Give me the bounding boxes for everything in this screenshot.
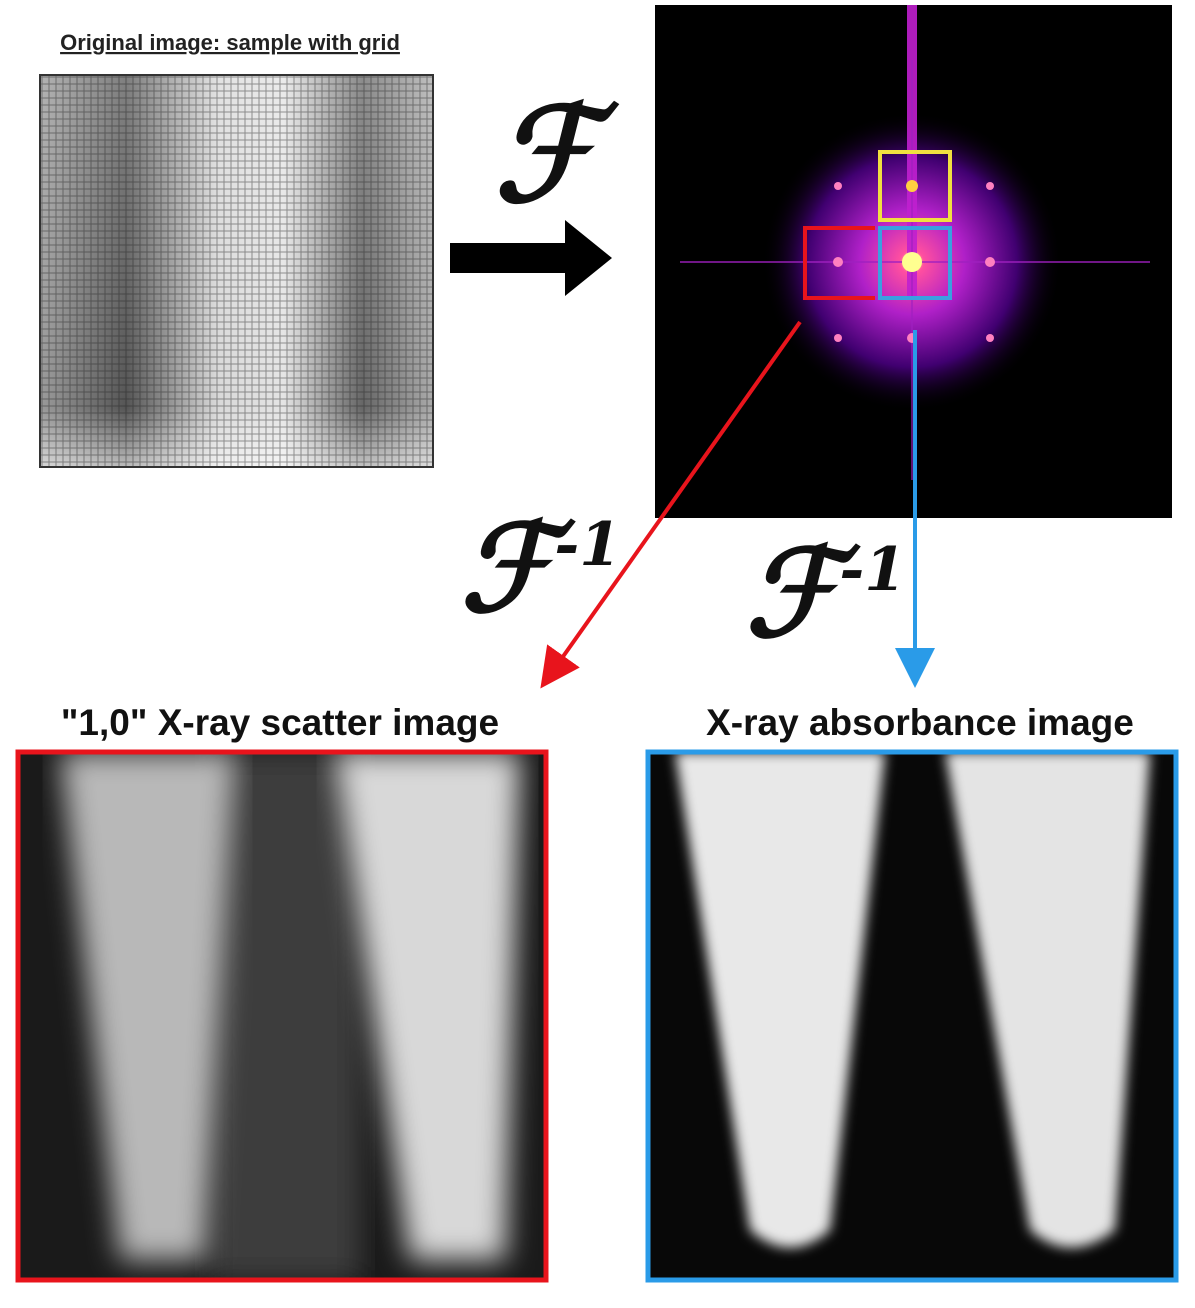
superscript: -1 <box>554 510 621 580</box>
original-image <box>40 75 433 467</box>
superscript: -1 <box>839 535 906 605</box>
scatter-title: "1,0" X-ray scatter image <box>61 702 499 743</box>
diagram: Original image: sample with grid ℱ ℱ-1 ℱ… <box>0 0 1195 1308</box>
original-title: Original image: sample with grid <box>60 30 400 55</box>
inverse-symbol-left: ℱ-1 <box>460 498 621 639</box>
absorbance-image <box>648 752 1176 1280</box>
scatter-image <box>18 752 546 1280</box>
absorbance-title: X-ray absorbance image <box>706 702 1134 743</box>
inverse-symbol-right: ℱ-1 <box>745 523 906 664</box>
forward-arrow <box>450 220 612 296</box>
forward-symbol: ℱ <box>494 78 620 231</box>
